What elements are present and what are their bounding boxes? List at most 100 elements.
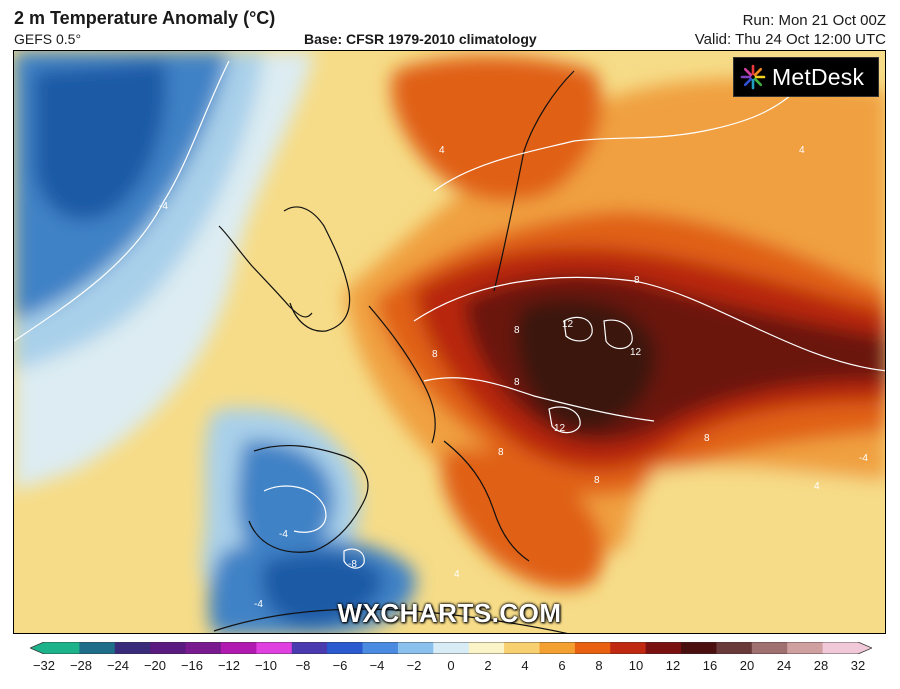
- metdesk-logo-icon: [740, 64, 766, 90]
- colorbar-tick-label: −10: [254, 658, 278, 673]
- contour-label: 4: [799, 145, 805, 156]
- anomaly-map: -4 4 4 8 8 8 8 12 12 12 8 8 8 -4 4 -4 -8…: [13, 50, 886, 634]
- colorbar-swatch: [716, 642, 753, 654]
- colorbar-swatch: [256, 642, 293, 654]
- contour-12-a: [563, 316, 593, 342]
- contour-label: -4: [254, 599, 263, 610]
- colorbar-tick-label: −12: [217, 658, 241, 673]
- contour-label: -8: [348, 559, 357, 570]
- contour-label: 8: [514, 325, 520, 336]
- colorbar-swatch: [327, 642, 364, 654]
- colorbar-tick-label: 16: [702, 658, 718, 673]
- colorbar-swatch: [468, 642, 505, 654]
- contour-12-b: [603, 319, 633, 350]
- colorbar-tick-label: 28: [813, 658, 829, 673]
- colorbar-tick-label: −28: [69, 658, 93, 673]
- colorbar-swatch: [751, 642, 788, 654]
- colorbar-tick-label: 6: [558, 658, 566, 673]
- atlantic-deep-blue: [34, 61, 167, 221]
- contour-8: [413, 276, 885, 372]
- colorbar-tick-label: −20: [143, 658, 167, 673]
- scandinavia-orange: [391, 56, 602, 202]
- contour-8-south: [423, 377, 655, 422]
- colorbar-swatch: [574, 642, 611, 654]
- ireland-coast: [218, 225, 313, 318]
- colorbar-tick-label: −24: [106, 658, 130, 673]
- coastlines: [213, 70, 575, 633]
- chart-title: 2 m Temperature Anomaly (°C): [14, 8, 276, 28]
- colorbar-swatch: [114, 642, 151, 654]
- contour-label: 8: [704, 433, 710, 444]
- contour-label: 8: [514, 377, 520, 388]
- wxcharts-watermark: WXCHARTS.COM: [337, 598, 562, 628]
- britain-coast: [283, 206, 351, 332]
- colorbar-tick-label: 8: [595, 658, 603, 673]
- colorbar-swatch: [645, 642, 682, 654]
- contour-minus8: [343, 548, 365, 569]
- climatology-base-label: Base: CFSR 1979-2010 climatology: [304, 31, 537, 47]
- colorbar-tick-label: −6: [332, 658, 348, 673]
- colorbar-tick-label: −4: [369, 658, 385, 673]
- colorbar: [30, 642, 872, 654]
- colorbar-tick-label: −32: [32, 658, 56, 673]
- colorbar-tick-label: 4: [521, 658, 529, 673]
- contour-label: 8: [498, 447, 504, 458]
- contour-label: 12: [630, 347, 642, 358]
- metdesk-logo: MetDesk: [733, 57, 879, 97]
- scandinavia-coast: [493, 70, 575, 292]
- colorbar-swatch: [787, 642, 824, 654]
- colorbar-swatch: [362, 642, 399, 654]
- colorbar-swatch: [610, 642, 647, 654]
- colorbar-left-tip: [30, 642, 44, 654]
- contour-label: 4: [814, 481, 820, 492]
- colorbar-tick-label: 24: [776, 658, 792, 673]
- colorbar-swatch: [79, 642, 116, 654]
- north-africa-coast: [213, 608, 568, 633]
- model-label: GEFS 0.5°: [14, 31, 82, 47]
- contours: [14, 60, 885, 569]
- contour-label: 8: [594, 475, 600, 486]
- colorbar-swatch: [185, 642, 222, 654]
- italy-coast: [443, 440, 530, 562]
- contour-label: 12: [554, 423, 566, 434]
- contour-4-north: [433, 70, 815, 192]
- colorbar-swatch: [397, 642, 434, 654]
- colorbar-tick-label: 2: [484, 658, 492, 673]
- morocco-deep-blue: [261, 552, 384, 626]
- anomaly-field: [14, 51, 885, 633]
- colorbar-tick-label: 0: [447, 658, 455, 673]
- contour-label: 8: [634, 275, 640, 286]
- colorbar-swatch: [681, 642, 718, 654]
- contour-minus4-iberia: [263, 485, 327, 533]
- run-time-label: Run: Mon 21 Oct 00Z: [742, 12, 886, 29]
- colorbar-tick-label: 20: [739, 658, 755, 673]
- colorbar-tick-label: 12: [665, 658, 681, 673]
- contour-label: 12: [562, 319, 574, 330]
- contour-label: 4: [454, 569, 460, 580]
- colorbar-swatch: [220, 642, 257, 654]
- france-west-coast: [368, 305, 436, 444]
- colorbar-swatch: [150, 642, 187, 654]
- pannonia-darkest: [515, 299, 656, 432]
- map-svg: -4 4 4 8 8 8 8 12 12 12 8 8 8 -4 4 -4 -8…: [14, 51, 885, 633]
- contour-minus4: [14, 60, 230, 342]
- colorbar-swatch: [822, 642, 859, 654]
- east-med-yellow: [623, 466, 885, 633]
- contour-label: -4: [859, 453, 868, 464]
- colorbar-swatch: [539, 642, 576, 654]
- contour-label: 8: [432, 349, 438, 360]
- colorbar-swatch: [433, 642, 470, 654]
- iberia-blue: [236, 440, 334, 557]
- colorbar-swatch: [291, 642, 328, 654]
- contour-12-c: [548, 406, 581, 434]
- colorbar-swatch: [504, 642, 541, 654]
- contour-label: 4: [439, 145, 445, 156]
- colorbar-tick-label: 10: [628, 658, 644, 673]
- contour-label: -4: [159, 201, 168, 212]
- iberia-coast: [248, 444, 369, 553]
- colorbar-ticks: −32 −28 −24 −20 −16 −12 −10 −8 −6 −4 −2 0 2 4 6 8 10 12 16…: [30, 658, 872, 676]
- colorbar-right-tip: [858, 642, 872, 654]
- colorbar-tick-label: −16: [180, 658, 204, 673]
- contour-label: -4: [279, 529, 288, 540]
- colorbar-swatch: [44, 642, 80, 654]
